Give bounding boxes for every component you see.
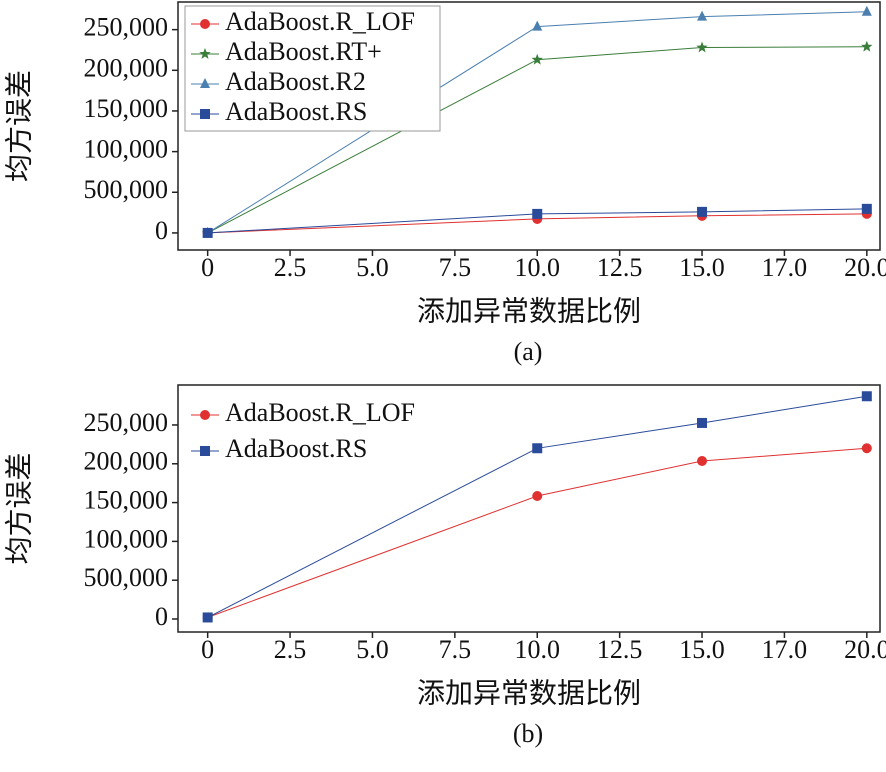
- marker: [531, 53, 543, 65]
- marker: [861, 443, 872, 454]
- x-tick-label: 10.0: [514, 253, 560, 282]
- y-tick-label: 250,000: [84, 13, 169, 42]
- x-tick-label: 0: [201, 253, 214, 282]
- marker: [861, 40, 873, 52]
- x-tick-label: 7.5: [439, 253, 472, 282]
- y-axis-label: 均方误差: [3, 70, 35, 182]
- x-tick-label: 20.0: [844, 253, 886, 282]
- marker: [861, 391, 872, 402]
- legend-label: AdaBoost.RT+: [225, 37, 382, 66]
- y-tick-label: 500,000: [84, 175, 169, 204]
- x-tick-label: 15.0: [679, 253, 725, 282]
- marker: [861, 203, 872, 214]
- series-line: [207, 213, 867, 234]
- marker: [532, 20, 543, 31]
- series-line: [207, 447, 867, 618]
- x-tick-label: 17.0: [762, 253, 808, 282]
- y-tick-label: 150,000: [84, 94, 169, 123]
- y-tick-label: 200,000: [84, 53, 169, 82]
- y-tick-label: 500,000: [84, 563, 169, 592]
- marker: [200, 410, 210, 420]
- marker: [696, 41, 708, 53]
- legend-label: AdaBoost.RS: [225, 97, 367, 126]
- x-tick-label: 0: [201, 635, 214, 664]
- marker: [202, 227, 213, 238]
- x-tick-label: 2.5: [274, 253, 307, 282]
- legend-label: AdaBoost.R2: [225, 67, 366, 96]
- y-tick-label: 200,000: [84, 447, 169, 476]
- x-tick-label: 5.0: [356, 635, 389, 664]
- legend-frame: [184, 5, 441, 132]
- marker: [200, 109, 210, 119]
- marker: [199, 48, 211, 59]
- series-line: [207, 395, 867, 618]
- plot-frame: [177, 1, 881, 251]
- marker: [200, 78, 210, 88]
- x-tick-label: 20.0: [844, 635, 886, 664]
- marker: [532, 490, 543, 501]
- marker: [532, 208, 543, 219]
- y-tick-label: 100,000: [84, 524, 169, 553]
- marker: [200, 446, 210, 456]
- marker: [697, 206, 708, 217]
- x-tick-label: 2.5: [274, 635, 307, 664]
- y-axis-label: 均方误差: [3, 452, 35, 564]
- x-axis-label: 添加异常数据比例: [417, 295, 641, 327]
- legend-label: AdaBoost.R_LOF: [225, 398, 415, 427]
- y-tick-label: 0: [155, 216, 168, 245]
- series-line: [207, 208, 867, 234]
- x-tick-label: 12.5: [597, 635, 643, 664]
- legend-label: AdaBoost.R_LOF: [225, 7, 415, 36]
- legend-label: AdaBoost.RS: [225, 434, 367, 463]
- y-tick-label: 250,000: [84, 408, 169, 437]
- x-tick-label: 15.0: [679, 635, 725, 664]
- marker: [697, 417, 708, 428]
- x-tick-label: 7.5: [439, 635, 472, 664]
- caption: (b): [513, 719, 543, 748]
- x-tick-label: 10.0: [514, 635, 560, 664]
- marker: [532, 443, 543, 454]
- x-tick-label: 12.5: [597, 253, 643, 282]
- caption: (a): [514, 337, 543, 366]
- series-line: [207, 46, 867, 234]
- y-tick-label: 100,000: [84, 135, 169, 164]
- y-tick-label: 150,000: [84, 486, 169, 515]
- marker: [861, 5, 872, 16]
- plot-frame: [177, 384, 881, 633]
- marker: [200, 19, 210, 29]
- x-axis-label: 添加异常数据比例: [417, 677, 641, 709]
- x-tick-label: 17.0: [762, 635, 808, 664]
- marker: [202, 612, 213, 623]
- marker: [697, 455, 708, 466]
- x-tick-label: 5.0: [356, 253, 389, 282]
- marker: [697, 10, 708, 21]
- y-tick-label: 0: [155, 602, 168, 631]
